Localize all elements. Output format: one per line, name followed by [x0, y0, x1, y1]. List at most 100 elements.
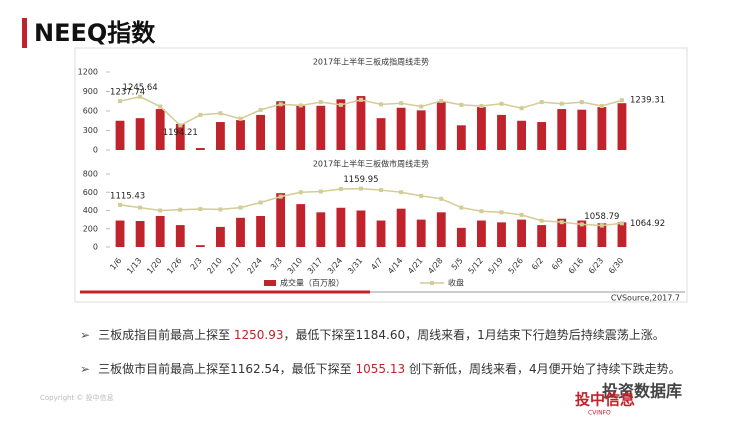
volume-bar	[416, 110, 426, 150]
x-tick-label: 6/2	[530, 256, 545, 272]
volume-bar	[316, 212, 326, 247]
volume-bar	[115, 120, 125, 150]
volume-bar	[376, 118, 386, 150]
volume-bar	[416, 219, 426, 247]
chart-frame	[74, 47, 688, 303]
close-marker	[499, 101, 504, 106]
data-label: 1237.74	[110, 88, 145, 98]
volume-bar	[396, 107, 406, 150]
close-marker	[338, 186, 343, 191]
y-tick-label: 800	[83, 170, 98, 179]
y-tick-label: 0	[93, 146, 98, 155]
y-tick-label: 600	[83, 107, 98, 116]
data-label: 1058.79	[584, 212, 619, 222]
volume-bar	[577, 220, 587, 247]
x-tick-label: 2/10	[205, 256, 223, 276]
y-tick-label: 300	[83, 126, 98, 135]
close-marker	[559, 101, 564, 106]
close-marker	[318, 189, 323, 194]
volume-bar	[436, 212, 446, 247]
close-marker	[539, 100, 544, 105]
bullet-text: 创下新低，周线来看，4月便开始了持续下跌走势。	[405, 362, 681, 376]
bullet-highlight: 1250.93	[233, 328, 284, 342]
close-marker	[559, 220, 564, 225]
volume-bar	[316, 105, 326, 150]
close-marker	[619, 98, 624, 103]
volume-bar	[135, 220, 145, 247]
chart-title: 2017年上半年三板成指周线走势	[313, 57, 429, 67]
bullet-text: ，最低下探至1184.60，周线来看，1月结束下行趋势后持续震荡上涨。	[283, 328, 665, 342]
volume-bar	[155, 215, 165, 247]
close-marker	[479, 209, 484, 214]
x-tick-label: 6/16	[567, 256, 585, 276]
volume-bar	[477, 107, 486, 150]
y-tick-label: 200	[83, 224, 98, 233]
close-marker	[138, 94, 143, 99]
volume-bar	[195, 148, 205, 150]
x-tick-label: 6/30	[607, 256, 625, 276]
volume-bar	[436, 101, 446, 150]
close-marker	[238, 116, 243, 121]
close-marker	[579, 100, 584, 105]
close-marker	[358, 186, 363, 191]
close-marker	[439, 98, 444, 103]
volume-bar	[175, 124, 185, 150]
y-tick-label: 600	[83, 188, 98, 197]
close-marker	[419, 193, 424, 198]
close-marker	[599, 103, 604, 108]
volume-bar	[256, 114, 265, 150]
watermark: 投资数据库	[602, 382, 682, 401]
volume-bar	[115, 220, 125, 247]
volume-bar	[296, 204, 306, 247]
data-label: 1245.64	[123, 83, 158, 93]
volume-bar	[517, 120, 526, 150]
close-marker	[399, 101, 404, 106]
close-marker	[118, 202, 123, 207]
x-tick-label: 6/23	[587, 256, 605, 276]
close-marker	[318, 100, 323, 105]
volume-bar	[356, 210, 366, 247]
x-tick-label: 5/12	[466, 256, 484, 276]
volume-bar	[296, 105, 306, 150]
volume-bar	[617, 222, 627, 247]
x-tick-label: 1/20	[145, 256, 163, 276]
close-marker	[338, 102, 343, 107]
legend-label: 收盘	[448, 278, 464, 288]
x-tick-label: 5/5	[450, 256, 465, 272]
close-marker	[419, 104, 424, 109]
volume-bar	[336, 99, 346, 150]
close-marker	[238, 205, 243, 210]
x-tick-label: 5/26	[507, 256, 525, 276]
close-line	[119, 95, 623, 127]
close-marker	[358, 97, 363, 102]
x-tick-label: 4/7	[369, 256, 384, 272]
volume-bar	[336, 207, 346, 247]
volume-bar	[216, 226, 225, 247]
close-marker	[519, 106, 524, 111]
x-tick-label: 1/26	[165, 256, 183, 276]
close-marker	[459, 205, 464, 210]
legend-swatch	[430, 281, 434, 285]
volume-bar	[236, 217, 245, 247]
x-tick-label: 4/28	[426, 256, 444, 276]
close-marker	[278, 194, 283, 199]
x-tick-label: 3/17	[306, 256, 324, 276]
data-label: 1064.92	[630, 219, 665, 229]
close-line	[119, 187, 623, 227]
volume-bar	[256, 215, 265, 247]
close-marker	[218, 207, 223, 212]
volume-bar	[617, 103, 627, 150]
close-marker	[439, 196, 444, 201]
x-tick-label: 3/24	[326, 256, 344, 276]
volume-bar	[376, 220, 386, 247]
close-marker	[158, 208, 163, 213]
bullet-text: 三板做市目前最高上探至1162.54，最低下探至	[98, 362, 356, 376]
close-marker	[539, 218, 544, 223]
close-marker	[399, 190, 404, 195]
volume-bar	[497, 114, 506, 150]
bullet: ➢ 三板成指目前最高上探至 1250.93，最低下探至1184.60，周线来看，1…	[80, 328, 665, 342]
close-marker	[379, 102, 384, 107]
close-marker	[278, 102, 283, 107]
volume-bar	[155, 109, 165, 150]
